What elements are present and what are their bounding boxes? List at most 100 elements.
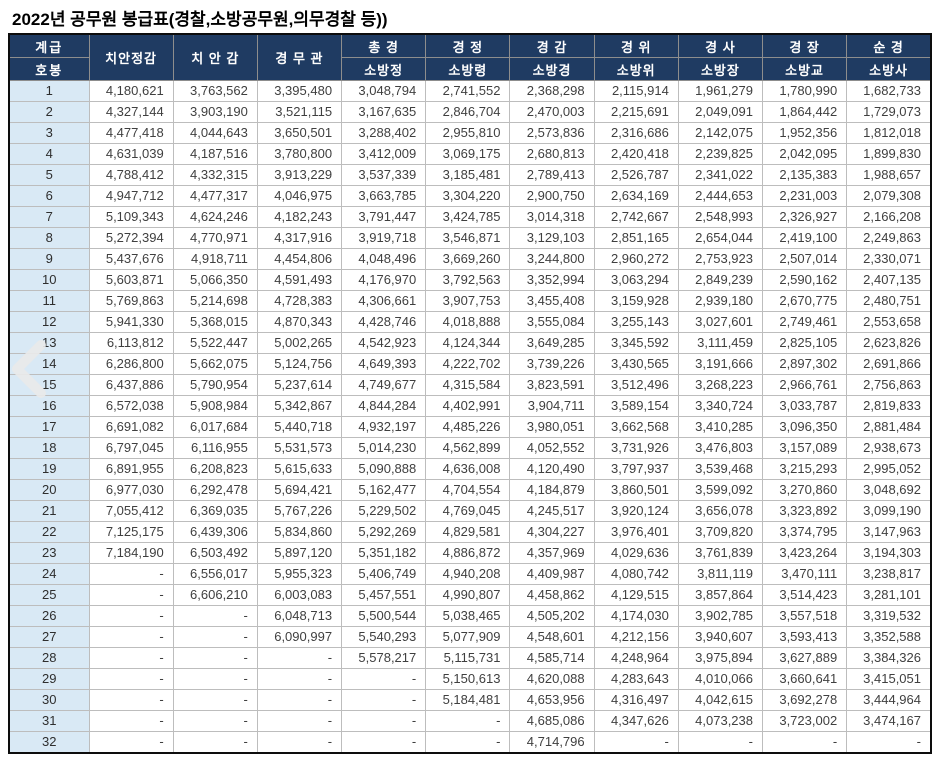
step-cell: 2 — [8, 101, 90, 123]
value-cell: 4,769,045 — [425, 500, 511, 522]
value-cell: 2,955,810 — [425, 122, 511, 144]
value-cell: 4,332,315 — [172, 164, 258, 186]
value-cell: 4,585,714 — [509, 647, 595, 669]
value-cell: 5,834,860 — [256, 521, 343, 543]
value-cell: 5,292,269 — [341, 521, 427, 543]
value-cell: 4,048,496 — [341, 248, 427, 270]
step-cell: 1 — [8, 80, 90, 102]
col-header-chiangam: 치 안 감 — [172, 33, 258, 81]
step-cell: 4 — [8, 143, 90, 165]
value-cell: 7,055,412 — [88, 500, 174, 522]
value-cell: 3,904,711 — [509, 395, 595, 417]
value-cell: 3,410,285 — [677, 416, 764, 438]
value-cell: 5,790,954 — [172, 374, 258, 396]
value-cell: 3,589,154 — [593, 395, 679, 417]
step-cell: 26 — [8, 605, 90, 627]
value-cell: 5,615,633 — [256, 458, 343, 480]
value-cell: 3,920,124 — [593, 500, 679, 522]
chevron-left-icon[interactable] — [7, 338, 51, 400]
value-cell: 3,304,220 — [425, 185, 511, 207]
value-cell: - — [341, 731, 427, 754]
value-cell: 3,907,753 — [425, 290, 511, 312]
step-cell: 13 — [8, 332, 90, 354]
value-cell: 2,819,833 — [846, 395, 932, 417]
value-cell: 4,184,879 — [509, 479, 595, 501]
value-cell: 5,457,551 — [341, 584, 427, 606]
value-cell: 3,268,223 — [677, 374, 764, 396]
value-cell: 2,670,775 — [761, 290, 848, 312]
value-cell: 5,115,731 — [425, 647, 511, 669]
value-cell: - — [88, 647, 174, 669]
header-rank-label: 계급 — [8, 33, 90, 58]
value-cell: 3,811,119 — [677, 563, 764, 585]
value-cell: 1,988,657 — [846, 164, 932, 186]
value-cell: 4,870,343 — [256, 311, 343, 333]
value-cell: 3,238,817 — [846, 563, 932, 585]
value-cell: 4,080,742 — [593, 563, 679, 585]
step-cell: 31 — [8, 710, 90, 732]
value-cell: 2,231,003 — [761, 185, 848, 207]
value-cell: 2,966,761 — [761, 374, 848, 396]
value-cell: 5,109,343 — [88, 206, 174, 228]
value-cell: 5,897,120 — [256, 542, 343, 564]
value-cell: - — [341, 710, 427, 732]
value-cell: 4,357,969 — [509, 542, 595, 564]
value-cell: 2,590,162 — [761, 269, 848, 291]
step-cell: 27 — [8, 626, 90, 648]
value-cell: 2,938,673 — [846, 437, 932, 459]
col-header-sungyeong: 순 경 — [846, 33, 932, 58]
value-cell: 4,306,661 — [341, 290, 427, 312]
value-cell: 5,437,676 — [88, 248, 174, 270]
table-row: 6 4,947,712 4,477,317 4,046,975 3,663,785 3,3… — [8, 185, 932, 207]
value-cell: 3,656,078 — [677, 500, 764, 522]
value-cell: 4,947,712 — [88, 185, 174, 207]
value-cell: 3,063,294 — [593, 269, 679, 291]
value-cell: 4,212,156 — [593, 626, 679, 648]
step-cell: 23 — [8, 542, 90, 564]
table-row: 16 6,572,038 5,908,984 5,342,867 4,844,284 4,… — [8, 395, 932, 417]
value-cell: 2,507,014 — [761, 248, 848, 270]
value-cell: 2,623,826 — [846, 332, 932, 354]
value-cell: 3,352,994 — [509, 269, 595, 291]
value-cell: 3,663,785 — [341, 185, 427, 207]
table-row: 30- - - -5,184,481 4,653,956 4,316,497 4,042,6… — [8, 689, 932, 711]
value-cell: 2,249,863 — [846, 227, 932, 249]
value-cell: 5,908,984 — [172, 395, 258, 417]
value-cell: 2,939,180 — [677, 290, 764, 312]
value-cell: 3,099,190 — [846, 500, 932, 522]
col-header-sobangsa: 소방사 — [846, 57, 932, 81]
value-cell: 4,222,702 — [425, 353, 511, 375]
table-row: 19 6,891,955 6,208,823 5,615,633 5,090,888 4,… — [8, 458, 932, 480]
value-cell: 6,556,017 — [172, 563, 258, 585]
value-cell: 4,631,039 — [88, 143, 174, 165]
value-cell: 2,135,383 — [761, 164, 848, 186]
value-cell: 2,470,003 — [509, 101, 595, 123]
value-cell: 4,591,493 — [256, 269, 343, 291]
value-cell: 6,286,800 — [88, 353, 174, 375]
value-cell: - — [256, 668, 343, 690]
value-cell: 4,046,975 — [256, 185, 343, 207]
value-cell: 2,330,071 — [846, 248, 932, 270]
value-cell: 2,825,105 — [761, 332, 848, 354]
value-cell: 3,860,501 — [593, 479, 679, 501]
value-cell: - — [256, 689, 343, 711]
value-cell: 2,742,667 — [593, 206, 679, 228]
value-cell: 2,215,691 — [593, 101, 679, 123]
table-row: 5 4,788,412 4,332,315 3,913,229 3,537,339 3,1… — [8, 164, 932, 186]
value-cell: 2,042,095 — [761, 143, 848, 165]
step-cell: 3 — [8, 122, 90, 144]
value-cell: 2,881,484 — [846, 416, 932, 438]
value-cell: 2,741,552 — [425, 80, 511, 102]
value-cell: 4,316,497 — [593, 689, 679, 711]
value-cell: 3,415,051 — [846, 668, 932, 690]
value-cell: 3,069,175 — [425, 143, 511, 165]
value-cell: 2,526,787 — [593, 164, 679, 186]
table-row: 23 7,184,190 6,503,492 5,897,120 5,351,182 4,… — [8, 542, 932, 564]
value-cell: 4,428,746 — [341, 311, 427, 333]
value-cell: 3,014,318 — [509, 206, 595, 228]
value-cell: 4,620,088 — [509, 668, 595, 690]
value-cell: 5,038,465 — [425, 605, 511, 627]
value-cell: 3,599,092 — [677, 479, 764, 501]
value-cell: 5,540,293 — [341, 626, 427, 648]
value-cell: 3,244,800 — [509, 248, 595, 270]
